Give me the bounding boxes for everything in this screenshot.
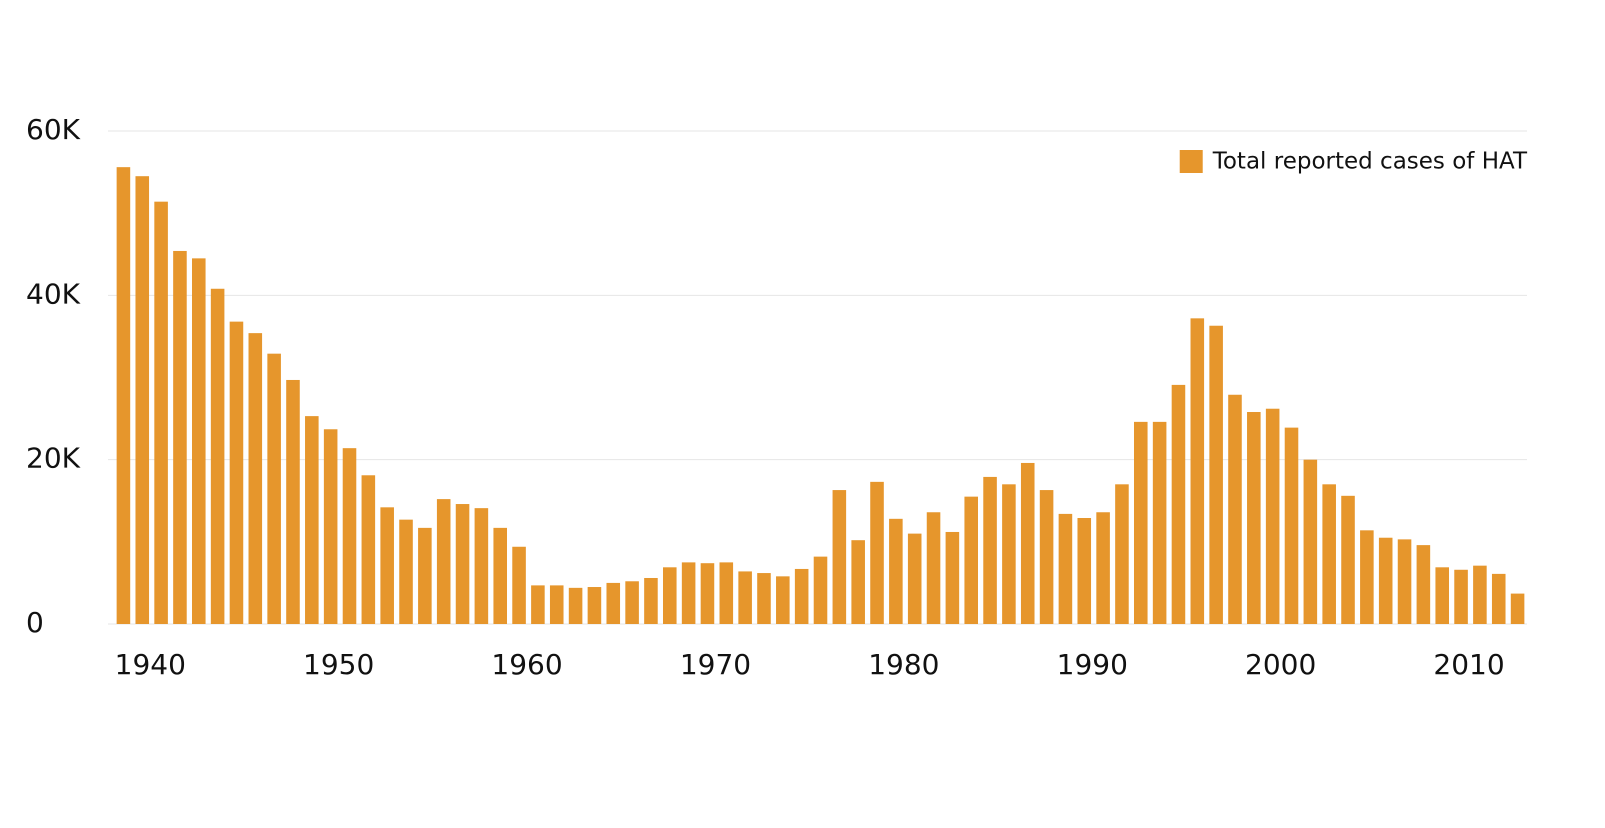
x-tick-label: 2010 xyxy=(1433,648,1504,681)
bar xyxy=(625,581,639,624)
bar xyxy=(1058,513,1073,624)
bar xyxy=(361,475,376,624)
bar xyxy=(305,416,319,624)
bar xyxy=(399,519,413,624)
bar xyxy=(1303,459,1318,624)
bar xyxy=(1378,537,1393,624)
bar xyxy=(210,288,225,624)
bar xyxy=(794,568,809,624)
bar xyxy=(926,512,941,624)
x-tick-label: 2000 xyxy=(1245,648,1316,681)
bar xyxy=(323,429,338,624)
y-tick-label: 0 xyxy=(26,606,44,639)
bar xyxy=(380,507,394,624)
bar xyxy=(832,490,847,624)
bar xyxy=(1228,394,1242,624)
bar xyxy=(1360,530,1374,624)
y-tick-label: 60K xyxy=(26,113,81,146)
bar xyxy=(1322,484,1336,624)
bar xyxy=(436,499,451,624)
bar xyxy=(719,562,734,624)
bar xyxy=(1115,484,1129,624)
y-tick-label: 20K xyxy=(26,442,81,475)
bar xyxy=(1077,518,1092,624)
bar xyxy=(889,518,903,624)
bar xyxy=(512,546,526,624)
bar xyxy=(870,481,884,624)
bar xyxy=(1171,384,1186,624)
legend-swatch xyxy=(1179,150,1203,173)
bar xyxy=(587,587,602,624)
bar xyxy=(455,504,470,624)
bar xyxy=(531,585,545,624)
bar xyxy=(474,508,489,624)
bar xyxy=(1152,421,1167,624)
bar xyxy=(606,582,621,624)
x-tick-label: 1990 xyxy=(1057,648,1128,681)
bar xyxy=(248,333,263,624)
bar xyxy=(173,250,187,625)
bar xyxy=(1039,490,1054,624)
bar xyxy=(1454,569,1468,624)
bar xyxy=(738,571,752,624)
bar xyxy=(154,201,168,624)
bar xyxy=(700,563,715,624)
bar xyxy=(983,476,997,624)
bar xyxy=(493,527,508,624)
bar xyxy=(1020,462,1035,624)
bar xyxy=(229,321,244,624)
bar xyxy=(418,527,432,624)
bar xyxy=(1284,427,1299,624)
bar xyxy=(191,258,206,624)
bar xyxy=(662,567,677,624)
legend-label: Total reported cases of HAT xyxy=(1212,149,1528,175)
bar xyxy=(1416,545,1431,624)
bar xyxy=(1397,539,1412,624)
bar xyxy=(1265,408,1280,624)
bar xyxy=(286,379,300,624)
bar xyxy=(964,496,979,624)
x-tick-label: 1980 xyxy=(868,648,939,681)
x-tick-label: 1950 xyxy=(303,648,374,681)
bar xyxy=(1435,567,1450,624)
bar xyxy=(1341,495,1355,624)
bar xyxy=(267,353,281,624)
bar xyxy=(1491,573,1506,624)
bar xyxy=(135,176,150,625)
bar xyxy=(1190,318,1205,624)
bar xyxy=(1096,512,1110,624)
y-tick-label: 40K xyxy=(26,277,81,310)
bar xyxy=(549,585,564,624)
bar xyxy=(1473,565,1487,624)
bar xyxy=(813,556,828,624)
x-tick-label: 1960 xyxy=(491,648,562,681)
x-tick-label: 1940 xyxy=(115,648,186,681)
bar xyxy=(945,531,960,624)
bar xyxy=(1209,325,1223,624)
bar xyxy=(1002,484,1016,624)
bar xyxy=(644,577,658,624)
x-tick-label: 1970 xyxy=(680,648,751,681)
bar xyxy=(851,540,865,624)
bar xyxy=(1133,421,1148,624)
bar xyxy=(776,576,790,624)
bar xyxy=(342,448,357,624)
bar xyxy=(681,562,696,624)
bar xyxy=(1510,593,1525,624)
bar xyxy=(1247,412,1261,624)
bar xyxy=(568,587,583,624)
bar xyxy=(907,533,922,624)
bar xyxy=(116,167,131,625)
bar xyxy=(757,573,771,624)
